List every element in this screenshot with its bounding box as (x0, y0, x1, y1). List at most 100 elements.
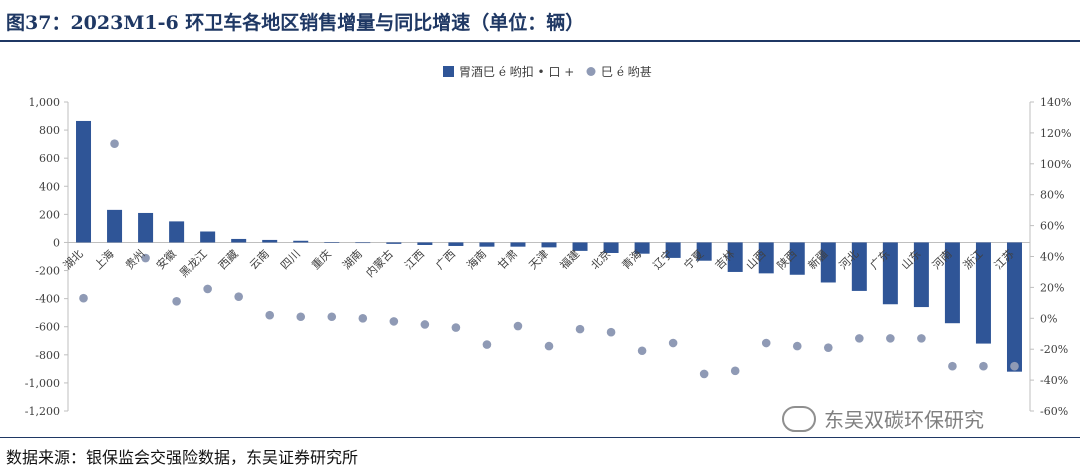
bar (944, 242, 960, 324)
y-left-tick-label: -800 (35, 349, 60, 362)
bar (169, 221, 185, 243)
scatter-point (979, 361, 988, 371)
scatter-point (730, 366, 740, 376)
bar (603, 242, 619, 253)
scatter-point (886, 334, 895, 343)
bar (231, 238, 247, 243)
scatter-point (172, 297, 181, 306)
title-divider (0, 40, 1080, 42)
chart-area: 1,000 800 600 400 200 0 -200 -400 -600 -800 -1,000… (0, 50, 1080, 436)
title-bar: 图37：2023M1-6 环卫车各地区销售增量与同比增速（单位：辆） (0, 0, 1080, 42)
scatter-point (606, 327, 616, 337)
category-label: 海南 (464, 247, 489, 272)
category-label: 广西 (433, 247, 458, 272)
category-label: 贵州 (123, 247, 148, 272)
legend: 胃酒巳 é 哟扣 • 口 + 巳 é 哟甚 (443, 65, 652, 79)
y-left-tick-label: -200 (35, 265, 60, 278)
scatter-point (482, 340, 492, 349)
footer-divider (0, 437, 1080, 438)
category-label: 江西 (402, 247, 427, 272)
bar (138, 212, 154, 243)
y-right-tick-label: -60% (1040, 405, 1068, 418)
scatter-point (79, 293, 88, 303)
bar (913, 242, 929, 308)
source-note: 数据来源：银保监会交强险数据，东吴证券研究所 (6, 448, 359, 467)
watermark-text: 东吴双碳环保研究 (824, 408, 984, 432)
bar (293, 240, 309, 243)
bar (262, 239, 278, 243)
y-right-tick-label: 120% (1040, 127, 1071, 140)
category-label: 湖北 (61, 247, 86, 272)
legend-dot-label: 巳 é 哟甚 (601, 65, 652, 79)
scatter-point (1010, 361, 1019, 371)
scatter-point (917, 334, 926, 343)
scatter-point (513, 321, 523, 331)
category-label: 内蒙古 (363, 247, 396, 280)
bar (417, 242, 433, 245)
y-right-tick-label: 80% (1040, 189, 1064, 202)
scatter-point (203, 284, 212, 294)
y-left-tick-label: -400 (35, 293, 60, 306)
category-label: 上海 (91, 247, 116, 272)
y-left-tick-label: 1,000 (29, 96, 61, 109)
legend-bar-label: 胃酒巳 é 哟扣 • 口 + (459, 65, 574, 79)
bar (200, 231, 216, 243)
scatter-point (668, 338, 678, 348)
y-left-tick-label: 800 (39, 124, 60, 137)
watermark: 东吴双碳环保研究 (782, 404, 984, 433)
y-right-tick-label: 140% (1040, 96, 1071, 109)
y-right-tick-label: 20% (1040, 281, 1064, 294)
legend-bar-swatch (443, 66, 454, 77)
category-label: 安徽 (153, 247, 178, 272)
bar (107, 209, 123, 243)
y-right-tick-label: -40% (1040, 374, 1068, 387)
scatter-point (110, 139, 119, 149)
scatter-point (637, 346, 647, 356)
bar (665, 242, 681, 258)
bar (634, 242, 650, 254)
y-right-tick-label: 0% (1040, 312, 1057, 325)
y-right-tick-label: -20% (1040, 343, 1068, 356)
category-label: 甘肃 (495, 247, 520, 272)
bar (572, 242, 588, 251)
y-left-tick-label: 200 (39, 208, 60, 221)
bar (820, 242, 836, 283)
y-right-tick-label: 60% (1040, 220, 1064, 233)
legend-dot-swatch (586, 67, 596, 76)
bar (510, 242, 526, 247)
scatter-point (544, 341, 554, 351)
bar (386, 242, 402, 244)
bar (696, 242, 712, 261)
scatter-point (855, 334, 864, 343)
bar (1006, 242, 1022, 372)
bar (882, 242, 898, 305)
category-label: 西藏 (216, 247, 241, 272)
scatter-point (792, 341, 802, 351)
wechat-icon (782, 405, 816, 432)
scatter-point (296, 312, 306, 322)
bar (851, 242, 867, 291)
bar (789, 242, 805, 275)
y-left-tick-label: -600 (35, 321, 60, 334)
y-left-tick-label: -1,200 (25, 405, 60, 418)
bar (541, 242, 557, 248)
category-label: 四川 (278, 247, 303, 272)
bar (727, 242, 743, 272)
bar (76, 120, 92, 243)
scatter-point (234, 292, 243, 301)
chart-title: 图37：2023M1-6 环卫车各地区销售增量与同比增速（单位：辆） (6, 12, 585, 34)
category-label: 天津 (526, 247, 551, 272)
scatter-point (420, 320, 430, 329)
y-left-tick-label: 0 (53, 236, 60, 249)
bar (758, 242, 774, 274)
category-label: 云南 (247, 247, 272, 272)
bar (975, 242, 991, 344)
category-label: 湖南 (340, 247, 365, 272)
chart-svg: 1,000 800 600 400 200 0 -200 -400 -600 -800 -1,000… (25, 65, 1072, 418)
y-left-tick-label: 400 (39, 180, 60, 193)
scatter-point (358, 314, 368, 323)
scatter-point (823, 343, 833, 352)
scatter-point (327, 312, 337, 322)
bar (324, 242, 340, 243)
category-label: 黑龙江 (177, 247, 210, 280)
